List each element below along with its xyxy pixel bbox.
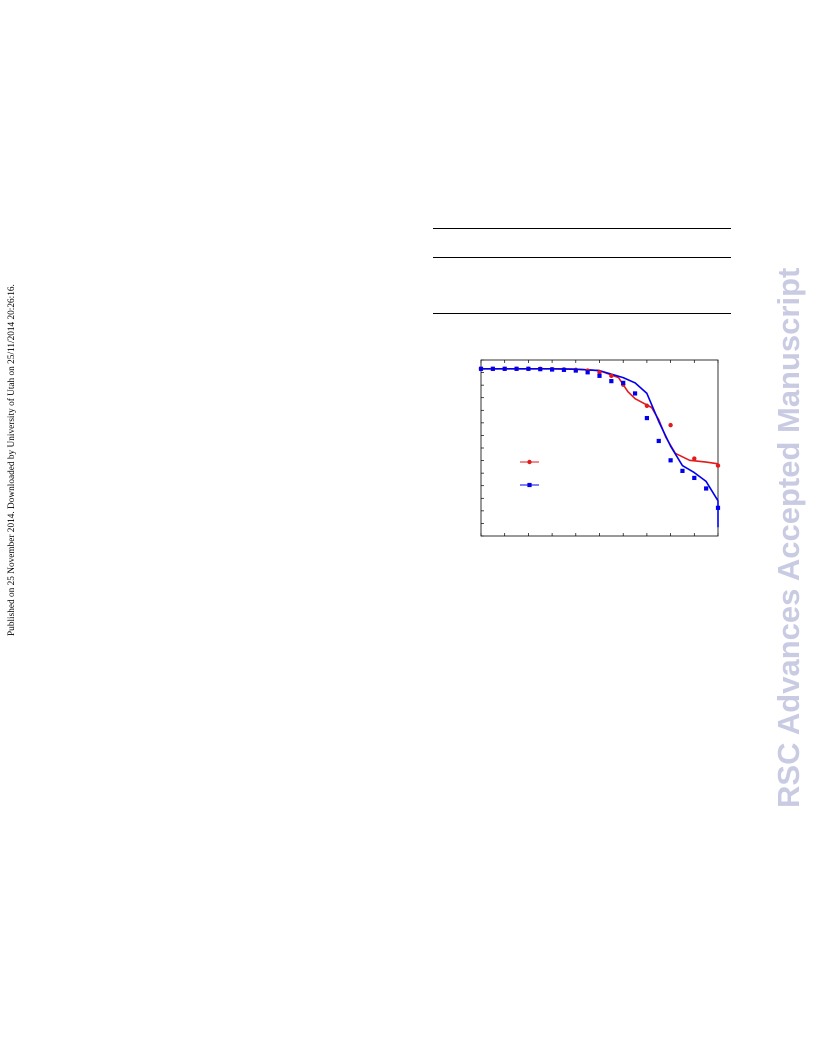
series-2-point <box>715 505 721 510</box>
plot-frame <box>480 359 719 537</box>
series-2-point <box>704 486 709 491</box>
series-1-point <box>692 456 697 461</box>
series-2-point <box>478 366 484 371</box>
table-header-rule <box>433 257 731 258</box>
series-2-point <box>502 366 507 371</box>
series-1-point <box>609 373 614 379</box>
series-2-point <box>656 438 661 444</box>
series-2-point <box>644 415 649 421</box>
series-markers <box>478 366 721 510</box>
series-2-point <box>692 475 697 481</box>
series-1-point <box>644 403 650 408</box>
series-2-point <box>550 367 555 372</box>
series-1-point <box>715 463 721 468</box>
table-top-rule <box>433 228 731 229</box>
series-1-line <box>481 367 719 465</box>
series-2-point <box>597 373 602 378</box>
series-1-point <box>668 422 673 428</box>
manuscript-watermark: RSC Advances Accepted Manuscript <box>771 267 806 808</box>
legend <box>520 459 539 488</box>
legend-marker-1 <box>527 459 532 465</box>
series-2-point <box>621 380 626 385</box>
series-2-point <box>538 367 543 372</box>
series-2-point <box>514 366 519 371</box>
axis-ticks <box>480 359 719 537</box>
series-lines <box>481 367 719 528</box>
series-2-point <box>668 458 673 463</box>
series-2-point <box>632 391 638 396</box>
table-bottom-rule <box>433 313 731 314</box>
series-2-line <box>481 367 719 528</box>
series-2-point <box>526 366 531 371</box>
series-2-point <box>609 379 614 384</box>
series-2-point <box>573 368 578 373</box>
download-notice: Published on 25 November 2014. Downloade… <box>7 284 17 636</box>
line-chart <box>478 359 721 537</box>
series-2-point <box>680 468 685 473</box>
series-1-point <box>597 370 602 375</box>
series-2-point <box>585 370 590 375</box>
series-2-point <box>561 367 567 372</box>
series-2-point <box>490 366 495 371</box>
legend-marker-2 <box>527 482 532 488</box>
